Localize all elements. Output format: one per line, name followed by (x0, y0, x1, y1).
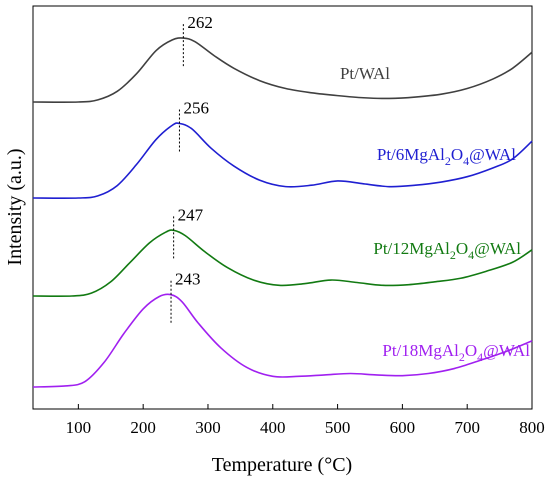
series-line (32, 293, 533, 388)
series-label: Pt/18MgAl2O4@WAl (382, 341, 530, 364)
y-axis-title: Intensity (a.u.) (4, 148, 26, 265)
x-tick-label: 600 (390, 418, 416, 437)
series-line (32, 229, 533, 298)
series-line (32, 122, 533, 199)
peak-label: 247 (178, 205, 204, 224)
x-axis-title: Temperature (°C) (212, 454, 352, 476)
series-layer (32, 37, 533, 388)
x-tick-label: 800 (519, 418, 545, 437)
series-label: Pt/12MgAl2O4@WAl (373, 239, 521, 262)
x-tick-label: 200 (130, 418, 156, 437)
series-label: Pt/WAl (340, 64, 390, 83)
annotation-layer: 262 Pt/WAl 256 Pt/6MgAl2O4@WAl 247 Pt/12MgAl2… (170, 13, 530, 364)
series-label: Pt/6MgAl2O4@WAl (377, 145, 516, 168)
peak-label: 256 (183, 98, 209, 117)
peak-label: 243 (175, 270, 201, 289)
peak-label: 262 (187, 13, 213, 32)
x-tick-label: 500 (325, 418, 351, 437)
x-tick-label: 300 (195, 418, 221, 437)
x-axis: 100 200 300 400 500 600 700 800 (66, 404, 545, 437)
x-tick-label: 700 (454, 418, 480, 437)
x-tick-label: 400 (260, 418, 286, 437)
plot-frame (32, 5, 533, 410)
series-line (32, 37, 533, 103)
x-tick-label: 100 (66, 418, 92, 437)
